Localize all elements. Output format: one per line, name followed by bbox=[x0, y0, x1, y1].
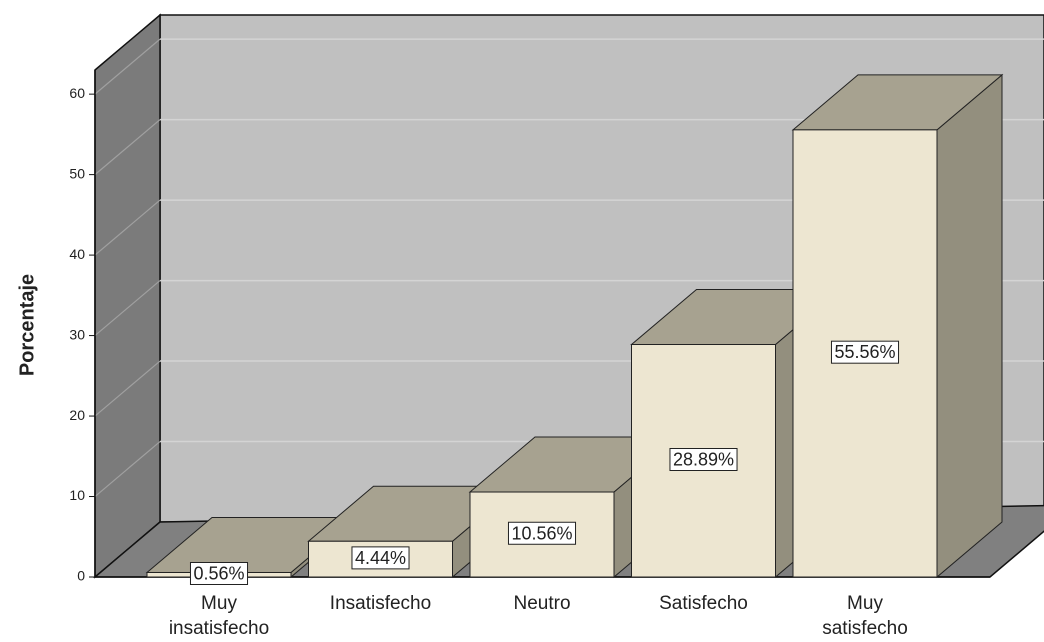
grid-line bbox=[94, 199, 161, 256]
grid-line bbox=[94, 360, 161, 417]
value-label-box bbox=[669, 448, 738, 472]
bar bbox=[791, 73, 1004, 579]
y-tick-label: 60 bbox=[69, 85, 85, 101]
value-label: 10.56% bbox=[511, 523, 572, 543]
grid-line bbox=[94, 119, 161, 176]
bar-side bbox=[936, 73, 1003, 579]
value-label: 0.56% bbox=[193, 563, 244, 583]
y-tick-label: 0 bbox=[77, 568, 85, 584]
y-tick-label: 20 bbox=[69, 407, 85, 423]
value-label: 55.56% bbox=[834, 342, 895, 362]
value-label-box bbox=[507, 521, 577, 545]
value-label-box bbox=[351, 546, 410, 570]
value-label: 28.89% bbox=[673, 450, 734, 470]
grid-line bbox=[94, 441, 161, 497]
value-label: 4.44% bbox=[355, 548, 406, 568]
y-axis-title: Porcentaje bbox=[16, 274, 38, 376]
y-tick-label: 30 bbox=[69, 326, 85, 342]
value-label-box bbox=[189, 561, 249, 585]
value-label-box bbox=[830, 340, 900, 364]
x-tick-label: Insatisfecho bbox=[330, 593, 431, 614]
side-wall bbox=[94, 13, 161, 579]
grid-line bbox=[94, 280, 161, 337]
y-tick-label: 40 bbox=[69, 246, 85, 262]
y-tick-label: 10 bbox=[69, 487, 85, 503]
x-tick-label: Muy insatisfecho bbox=[169, 593, 269, 639]
x-tick-label: Muy satisfecho bbox=[822, 593, 908, 639]
grid-line bbox=[94, 38, 161, 95]
x-tick-label: Neutro bbox=[513, 593, 570, 614]
y-tick-label: 50 bbox=[69, 165, 85, 181]
x-tick-label: Satisfecho bbox=[659, 593, 748, 614]
